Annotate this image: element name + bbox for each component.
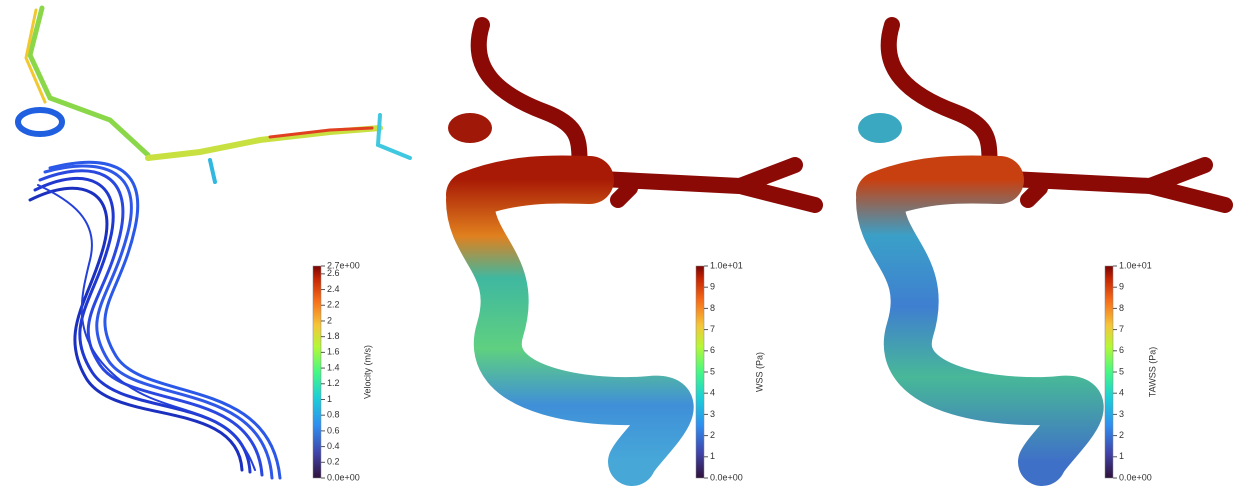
colorbar-tick-label: 3	[1119, 409, 1124, 419]
colorbar-tick-label: 1.4	[327, 362, 340, 372]
colorbar-tick-label: 0.0e+00	[1119, 472, 1152, 482]
streamline-loop	[18, 110, 62, 134]
colorbar-tick-label: 0.8	[327, 410, 340, 420]
colorbar-tick-label: 7	[1119, 324, 1124, 334]
colorbar-title: Velocity (m/s)	[362, 345, 372, 399]
colorbar-tick-label: 2	[327, 315, 332, 325]
colorbar-tick-label: 8	[710, 303, 715, 313]
colorbar-tick-label: 5	[710, 366, 715, 376]
colorbar-tick-label: 4	[1119, 388, 1124, 398]
colorbar-tick-label: 5	[1119, 366, 1124, 376]
colorbar-tick-label: 2	[1119, 430, 1124, 440]
vessel-tawss	[858, 25, 1225, 462]
colorbar-tick-label: 6	[1119, 345, 1124, 355]
colorbar-tick-label: 2.4	[327, 284, 340, 294]
colorbar-tick-label: 0.2	[327, 457, 340, 467]
colorbar-tick-label: 0.6	[327, 425, 340, 435]
colorbar-tick-label: 1	[710, 451, 715, 461]
colorbar-tick-label: 1	[1119, 451, 1124, 461]
colorbar-tick-label: 8	[1119, 303, 1124, 313]
colorbar-tick-label: 0.0e+00	[327, 472, 360, 482]
colorbar-tick-label: 9	[1119, 282, 1124, 292]
streamlines	[18, 8, 410, 478]
colorbar-tick-label: 2	[710, 430, 715, 440]
streamline	[378, 115, 410, 158]
colorbar-tick-label: 2.6	[327, 268, 340, 278]
streamline	[50, 162, 280, 478]
colorbar-tick-label: 4	[710, 388, 715, 398]
colorbar-tick-label: 1	[327, 394, 332, 404]
colorbar-tick-label: 1.0e+01	[710, 260, 743, 270]
colorbar	[1105, 266, 1113, 478]
colorbar-tick-label: 1.6	[327, 347, 340, 357]
colorbar	[313, 266, 321, 478]
streamline	[148, 128, 380, 158]
vessel-tube	[880, 179, 1080, 462]
streamline	[30, 188, 242, 470]
colorbar	[696, 266, 704, 478]
figure: 2.7e+002.62.42.221.81.61.41.210.80.60.40…	[0, 0, 1241, 490]
page: 2.7e+002.62.42.221.81.61.41.210.80.60.40…	[0, 0, 1241, 490]
streamline	[35, 178, 250, 472]
colorbar-tick-label: 1.0e+01	[1119, 260, 1152, 270]
streamline	[210, 160, 215, 182]
colorbar-tick-label: 1.2	[327, 378, 340, 388]
colorbar-title: TAWSS (Pa)	[1147, 347, 1157, 398]
vessel-tube	[470, 179, 670, 462]
colorbar-tick-label: 7	[710, 324, 715, 334]
vessel-aneurysm	[448, 113, 492, 143]
colorbar-tick-label: 6	[710, 345, 715, 355]
vessel-aneurysm	[858, 113, 902, 143]
colorbar-tick-label: 0.0e+00	[710, 472, 743, 482]
colorbar-tick-label: 1.8	[327, 331, 340, 341]
colorbar-tick-label: 0.4	[327, 441, 340, 451]
vessel-wss	[448, 25, 815, 462]
colorbar-title: WSS (Pa)	[754, 352, 764, 392]
colorbar-tick-label: 9	[710, 282, 715, 292]
colorbar-tick-label: 3	[710, 409, 715, 419]
colorbar-tick-label: 2.2	[327, 300, 340, 310]
